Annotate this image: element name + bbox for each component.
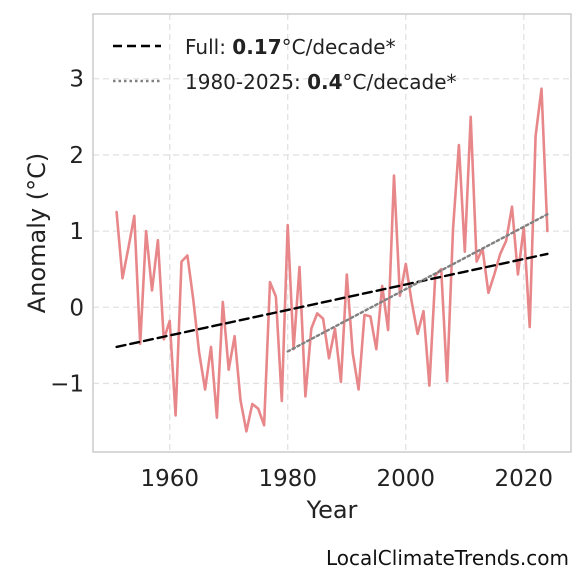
legend-rate: 0.4 (307, 70, 342, 94)
y-tick-label: 3 (69, 67, 84, 93)
x-tick-label: 1960 (140, 466, 199, 492)
legend-suffix: °C/decade* (343, 70, 457, 94)
legend-prefix: 1980-2025: (185, 70, 307, 94)
plot-frame (92, 13, 572, 453)
tick-labels: 1960 1980 2000 2020 −1 0 1 2 3 (50, 67, 553, 492)
recent-trend-line (286, 213, 549, 353)
y-tick-label: 0 (69, 295, 84, 321)
x-tick-label: 2000 (376, 466, 435, 492)
legend-prefix: Full: (185, 35, 232, 59)
legend-rate: 0.17 (232, 35, 281, 59)
series-layer (115, 87, 549, 433)
y-tick-label: −1 (50, 371, 84, 397)
y-axis-label: Anomaly (°C) (23, 153, 51, 313)
anomaly-series-line (115, 87, 549, 433)
x-tick-label: 2020 (495, 466, 554, 492)
x-axis-label: Year (306, 496, 358, 524)
legend: Full: 0.17°C/decade*1980-2025: 0.4°C/dec… (113, 35, 457, 94)
legend-suffix: °C/decade* (282, 35, 396, 59)
x-tick-label: 1980 (258, 466, 317, 492)
legend-label: 1980-2025: 0.4°C/decade* (185, 70, 457, 94)
full-trend-line (115, 252, 549, 349)
legend-label: Full: 0.17°C/decade* (185, 35, 396, 59)
y-tick-label: 1 (69, 219, 84, 245)
y-tick-label: 2 (69, 143, 84, 169)
watermark: LocalClimateTrends.com (325, 546, 569, 570)
grid (93, 14, 571, 452)
